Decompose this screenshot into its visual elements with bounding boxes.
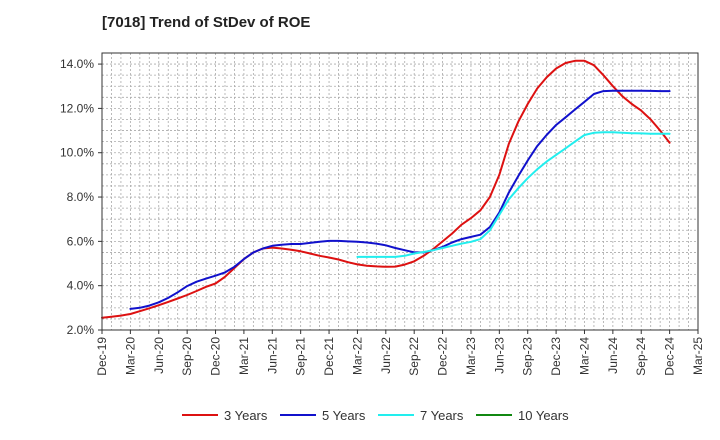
x-tick-label: Sep-20: [180, 337, 194, 376]
x-tick-label: Dec-24: [663, 337, 677, 376]
x-tick-label: Sep-22: [407, 337, 421, 376]
legend-label-7-years: 7 Years: [420, 408, 464, 423]
x-tick-label: Sep-24: [634, 337, 648, 376]
x-tick-label: Dec-20: [209, 337, 223, 376]
grid-layer: [101, 52, 699, 331]
x-tick-label: Jun-23: [492, 337, 506, 374]
x-tick-label: Mar-24: [577, 337, 591, 375]
plot-area-frame: [101, 52, 699, 331]
x-tick-label: Sep-21: [294, 337, 308, 376]
y-tick-label: 12.0%: [60, 101, 94, 115]
series-line-7-years: [356, 131, 671, 258]
x-tick-label: Jun-24: [606, 337, 620, 374]
series-layer: [101, 59, 671, 319]
x-tick-label: Mar-23: [464, 337, 478, 375]
y-tick-label: 6.0%: [67, 234, 95, 248]
y-tick-label: 2.0%: [67, 323, 95, 337]
legend-label-5-years: 5 Years: [322, 408, 366, 423]
legend-label-3-years: 3 Years: [224, 408, 268, 423]
y-tick-label: 10.0%: [60, 146, 94, 160]
x-tick-label: Dec-21: [322, 337, 336, 376]
y-tick-label: 8.0%: [67, 190, 95, 204]
x-tick-label: Mar-22: [350, 337, 364, 375]
x-tick-label: Mar-25: [691, 337, 705, 375]
series-line-5-years: [129, 89, 671, 310]
x-tick-label: Jun-20: [152, 337, 166, 374]
x-tick-label: Mar-21: [237, 337, 251, 375]
x-tick-label: Sep-23: [521, 337, 535, 376]
x-tick-label: Mar-20: [123, 337, 137, 375]
plot-area-background: [102, 53, 698, 330]
chart-title: [7018] Trend of StDev of ROE: [102, 14, 311, 31]
series-line-3-years: [101, 59, 671, 319]
y-tick-label: 4.0%: [67, 279, 95, 293]
x-axis: Dec-19 Mar-20 Jun-20 Sep-20 Dec-20 Mar-21 Jun-…: [95, 330, 705, 376]
x-tick-label: Dec-19: [95, 337, 109, 376]
legend-label-10-years: 10 Years: [518, 408, 569, 423]
y-axis: 2.0% 4.0% 6.0% 8.0% 10.0% 12.0% 14.0%: [60, 57, 102, 337]
x-tick-label: Jun-22: [379, 337, 393, 374]
x-tick-label: Jun-21: [265, 337, 279, 374]
legend: 3 Years 5 Years 7 Years 10 Years: [182, 408, 569, 423]
y-tick-label: 14.0%: [60, 57, 94, 71]
x-tick-label: Dec-23: [549, 337, 563, 376]
x-tick-label: Dec-22: [436, 337, 450, 376]
